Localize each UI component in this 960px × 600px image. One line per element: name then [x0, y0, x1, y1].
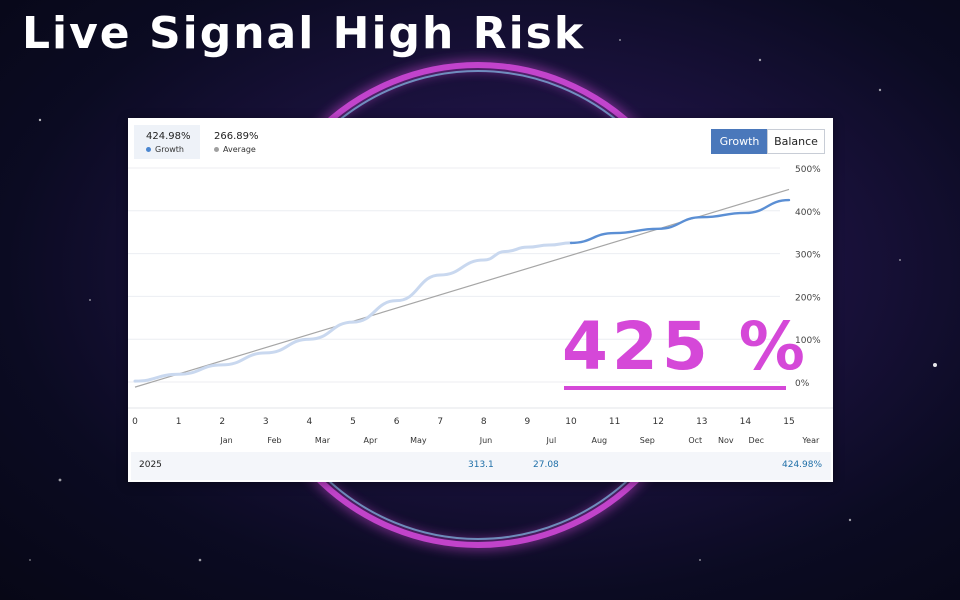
month-label: Jan [219, 436, 232, 445]
average-dot-icon [214, 147, 219, 152]
x-tick-label: 2 [219, 417, 225, 427]
x-tick-label: 12 [652, 417, 663, 427]
x-tick-label: 8 [481, 417, 487, 427]
legend-growth-text: Growth [155, 145, 184, 154]
month-label: Oct [688, 436, 702, 445]
x-tick-label: 15 [783, 417, 794, 427]
month-label: Jun [479, 436, 493, 445]
x-tick-label: 14 [740, 417, 752, 427]
balance-toggle-button[interactable]: Balance [767, 129, 825, 154]
legend-average[interactable]: 266.89% Average [208, 125, 274, 159]
y-tick-label: 100% [795, 336, 821, 346]
legend-growth-value: 424.98% [146, 131, 191, 142]
legend-average-text: Average [223, 145, 256, 154]
growth-toggle-button[interactable]: Growth [711, 129, 768, 154]
month-label: Sep [640, 436, 655, 445]
y-tick-label: 300% [795, 251, 821, 261]
month-label: Jul [546, 436, 557, 445]
month-label: Year [801, 436, 820, 445]
year-total-value: 424.98% [782, 460, 823, 470]
month-label: Mar [315, 436, 331, 445]
month-label: Apr [364, 436, 379, 445]
legend-average-label: Average [214, 145, 256, 154]
growth-chart: 0%100%200%300%400%500%0 1 2 3 4 5 6 7 8 9 10 11 12 13… [128, 165, 833, 445]
month-label: Dec [749, 436, 764, 445]
page-title: Live Signal High Risk [22, 8, 586, 59]
x-tick-label: 3 [263, 417, 269, 427]
x-tick-label: 1 [176, 417, 182, 427]
legend-growth-label: Growth [146, 145, 184, 154]
growth-series-line [569, 198, 791, 245]
year-summary-row: 2025 313.1 27.08 424.98% [131, 452, 831, 480]
x-tick-label: 10 [565, 417, 577, 427]
chart-card: 424.98% Growth 266.89% Average Growth Ba… [128, 118, 833, 482]
month-label: May [410, 436, 427, 445]
growth-dot-icon [146, 147, 151, 152]
x-tick-label: 4 [307, 417, 313, 427]
x-tick-label: 6 [394, 417, 400, 427]
jun-value: 313.1 [468, 460, 494, 470]
month-label: Nov [718, 436, 734, 445]
big-growth-underline [564, 386, 786, 390]
jul-value: 27.08 [533, 460, 559, 470]
legend-average-value: 266.89% [214, 131, 259, 142]
year-label: 2025 [139, 460, 162, 470]
growth-series-line-early [133, 241, 573, 383]
y-tick-label: 0% [795, 379, 810, 389]
x-tick-label: 5 [350, 417, 356, 427]
y-tick-label: 400% [795, 208, 821, 218]
x-tick-label: 13 [696, 417, 707, 427]
big-growth-overlay: 425 % [562, 308, 809, 385]
x-tick-label: 11 [609, 417, 620, 427]
month-label: Aug [592, 436, 608, 445]
month-label: Feb [267, 436, 281, 445]
x-tick-label: 9 [525, 417, 531, 427]
y-tick-label: 200% [795, 293, 821, 303]
y-tick-label: 500% [795, 165, 821, 175]
x-tick-label: 7 [437, 417, 443, 427]
x-tick-label: 0 [132, 417, 138, 427]
legend-growth[interactable]: 424.98% Growth [134, 125, 200, 159]
